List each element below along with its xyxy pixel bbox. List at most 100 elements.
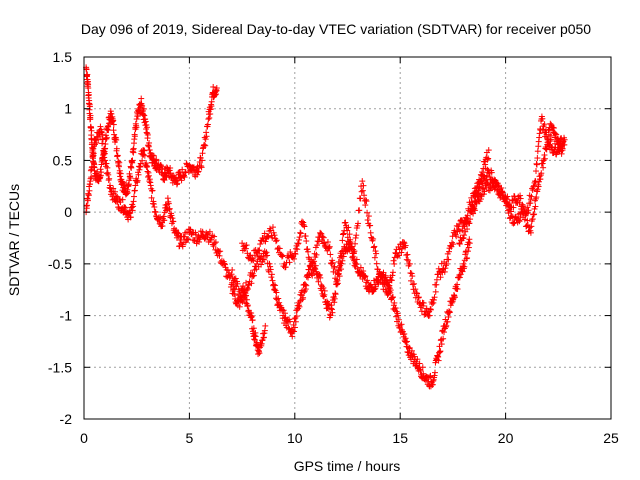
- data-point-interp: [479, 169, 486, 176]
- data-point: [481, 188, 488, 195]
- data-point-interp: [221, 260, 228, 267]
- data-point-interp: [345, 224, 352, 231]
- data-point-interp: [99, 140, 106, 147]
- data-point: [443, 260, 450, 267]
- data-point-interp: [144, 163, 151, 170]
- data-point-interp: [499, 190, 506, 197]
- data-point-interp: [293, 313, 300, 320]
- data-point-interp: [485, 181, 492, 188]
- data-point-interp: [415, 294, 422, 301]
- data-point-interp: [405, 257, 412, 264]
- plot-border: [83, 56, 612, 420]
- data-point-interp: [161, 217, 168, 224]
- data-point-interp: [134, 112, 141, 119]
- data-point-interp: [319, 233, 326, 240]
- data-point-interp: [532, 203, 539, 210]
- data-point-interp: [258, 261, 265, 268]
- y-tick-label: 0: [64, 204, 72, 220]
- data-point: [211, 240, 218, 247]
- data-point-interp: [444, 318, 451, 325]
- data-point-interp: [525, 207, 532, 214]
- data-point-interp: [318, 230, 325, 237]
- data-point-interp: [258, 253, 265, 260]
- data-point-interp: [255, 247, 262, 254]
- data-point-interp: [360, 182, 367, 189]
- data-point-interp: [498, 189, 505, 196]
- data-point-interp: [93, 139, 100, 146]
- data-point-interp: [429, 300, 436, 307]
- data-point-interp: [139, 102, 146, 109]
- data-point-interp: [445, 313, 452, 320]
- data-point: [213, 85, 220, 92]
- data-point-interp: [482, 177, 489, 184]
- data-point: [116, 167, 123, 174]
- data-point-interp: [442, 265, 449, 272]
- data-point-interp: [150, 152, 157, 159]
- x-tick-label: 15: [392, 430, 408, 446]
- data-point-interp: [295, 240, 302, 247]
- data-point-interp: [106, 175, 113, 182]
- data-point-interp: [315, 238, 322, 245]
- data-point-interp: [234, 280, 241, 287]
- data-point-interp: [395, 316, 402, 323]
- data-point-interp: [533, 161, 540, 168]
- data-point-interp: [184, 236, 191, 243]
- data-point-interp: [97, 166, 104, 173]
- data-point-interp: [179, 243, 186, 250]
- data-point-interp: [332, 291, 339, 298]
- data-point-interp: [144, 168, 151, 175]
- data-point-interp: [476, 184, 483, 191]
- data-point-interp: [374, 266, 381, 273]
- data-point-interp: [482, 161, 489, 168]
- data-point-interp: [539, 115, 546, 122]
- data-point-interp: [201, 141, 208, 148]
- data-point-interp: [250, 272, 257, 279]
- data-point-interp: [269, 224, 276, 231]
- data-point-interp: [157, 214, 164, 221]
- data-point-interp: [339, 237, 346, 244]
- data-point-interp: [541, 155, 548, 162]
- data-point-interp: [291, 255, 298, 262]
- data-point-interp: [296, 303, 303, 310]
- data-point: [270, 281, 277, 288]
- data-point-interp: [105, 127, 112, 134]
- data-point-interp: [263, 249, 270, 256]
- data-point-interp: [285, 325, 292, 332]
- data-point-interp: [367, 222, 374, 229]
- data-point-interp: [459, 227, 466, 234]
- data-point-interp: [291, 324, 298, 331]
- data-point-interp: [347, 236, 354, 243]
- data-point-interp: [117, 170, 124, 177]
- data-point-interp: [403, 338, 410, 345]
- data-point-interp: [88, 174, 95, 181]
- data-point-interp: [141, 152, 148, 159]
- data-point-interp: [488, 169, 495, 176]
- data-point-interp: [362, 202, 369, 209]
- data-point-interp: [303, 282, 310, 289]
- data-point-interp: [159, 166, 166, 173]
- data-point-interp: [521, 209, 528, 216]
- data-point-interp: [464, 254, 471, 261]
- data-point-interp: [180, 173, 187, 180]
- data-point-interp: [262, 238, 269, 245]
- data-point: [409, 281, 416, 288]
- data-points: [83, 64, 568, 390]
- data-point-interp: [153, 156, 160, 163]
- data-point-interp: [105, 171, 112, 178]
- data-point-interp: [306, 263, 313, 270]
- data-point-interp: [517, 192, 524, 199]
- data-point-interp: [326, 243, 333, 250]
- data-point-interp: [357, 195, 364, 202]
- data-point-interp: [131, 133, 138, 140]
- data-point-interp: [386, 282, 393, 289]
- data-point-interp: [351, 248, 358, 255]
- data-point-interp: [232, 275, 239, 282]
- data-point-interp: [199, 228, 206, 235]
- data-point-interp: [146, 139, 153, 146]
- data-point-interp: [183, 160, 190, 167]
- data-point-interp: [130, 193, 137, 200]
- data-point-interp: [503, 195, 510, 202]
- data-point-interp: [419, 364, 426, 371]
- data-point-interp: [215, 248, 222, 255]
- data-point-interp: [90, 155, 97, 162]
